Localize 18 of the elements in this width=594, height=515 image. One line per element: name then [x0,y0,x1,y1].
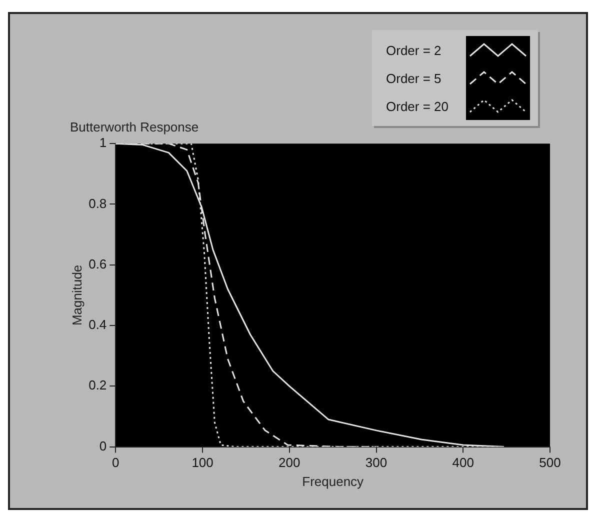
x-tick-label: 200 [278,455,300,470]
x-tick-label: 400 [452,455,474,470]
x-tick-label: 100 [192,455,214,470]
y-tick-label: 0 [99,438,107,454]
y-axis-title: Magnitude [69,264,84,326]
y-tick-label: 0.4 [88,317,107,332]
x-tick-label: 0 [112,455,120,470]
y-tick-label: 0.2 [88,378,107,393]
y-tick-label: 0.6 [88,256,107,272]
y-tick-label: 1 [99,135,107,150]
x-tick-label: 500 [539,455,561,470]
y-tick-label: 0.8 [88,196,107,211]
legend-label: Order = 20 [386,98,450,114]
x-tick-label: 300 [365,455,388,470]
legend-label: Order = 5 [386,70,442,86]
x-axis-title: Frequency [302,474,364,489]
chart-title: Butterworth Response [70,119,199,134]
legend-label: Order = 2 [386,42,442,58]
